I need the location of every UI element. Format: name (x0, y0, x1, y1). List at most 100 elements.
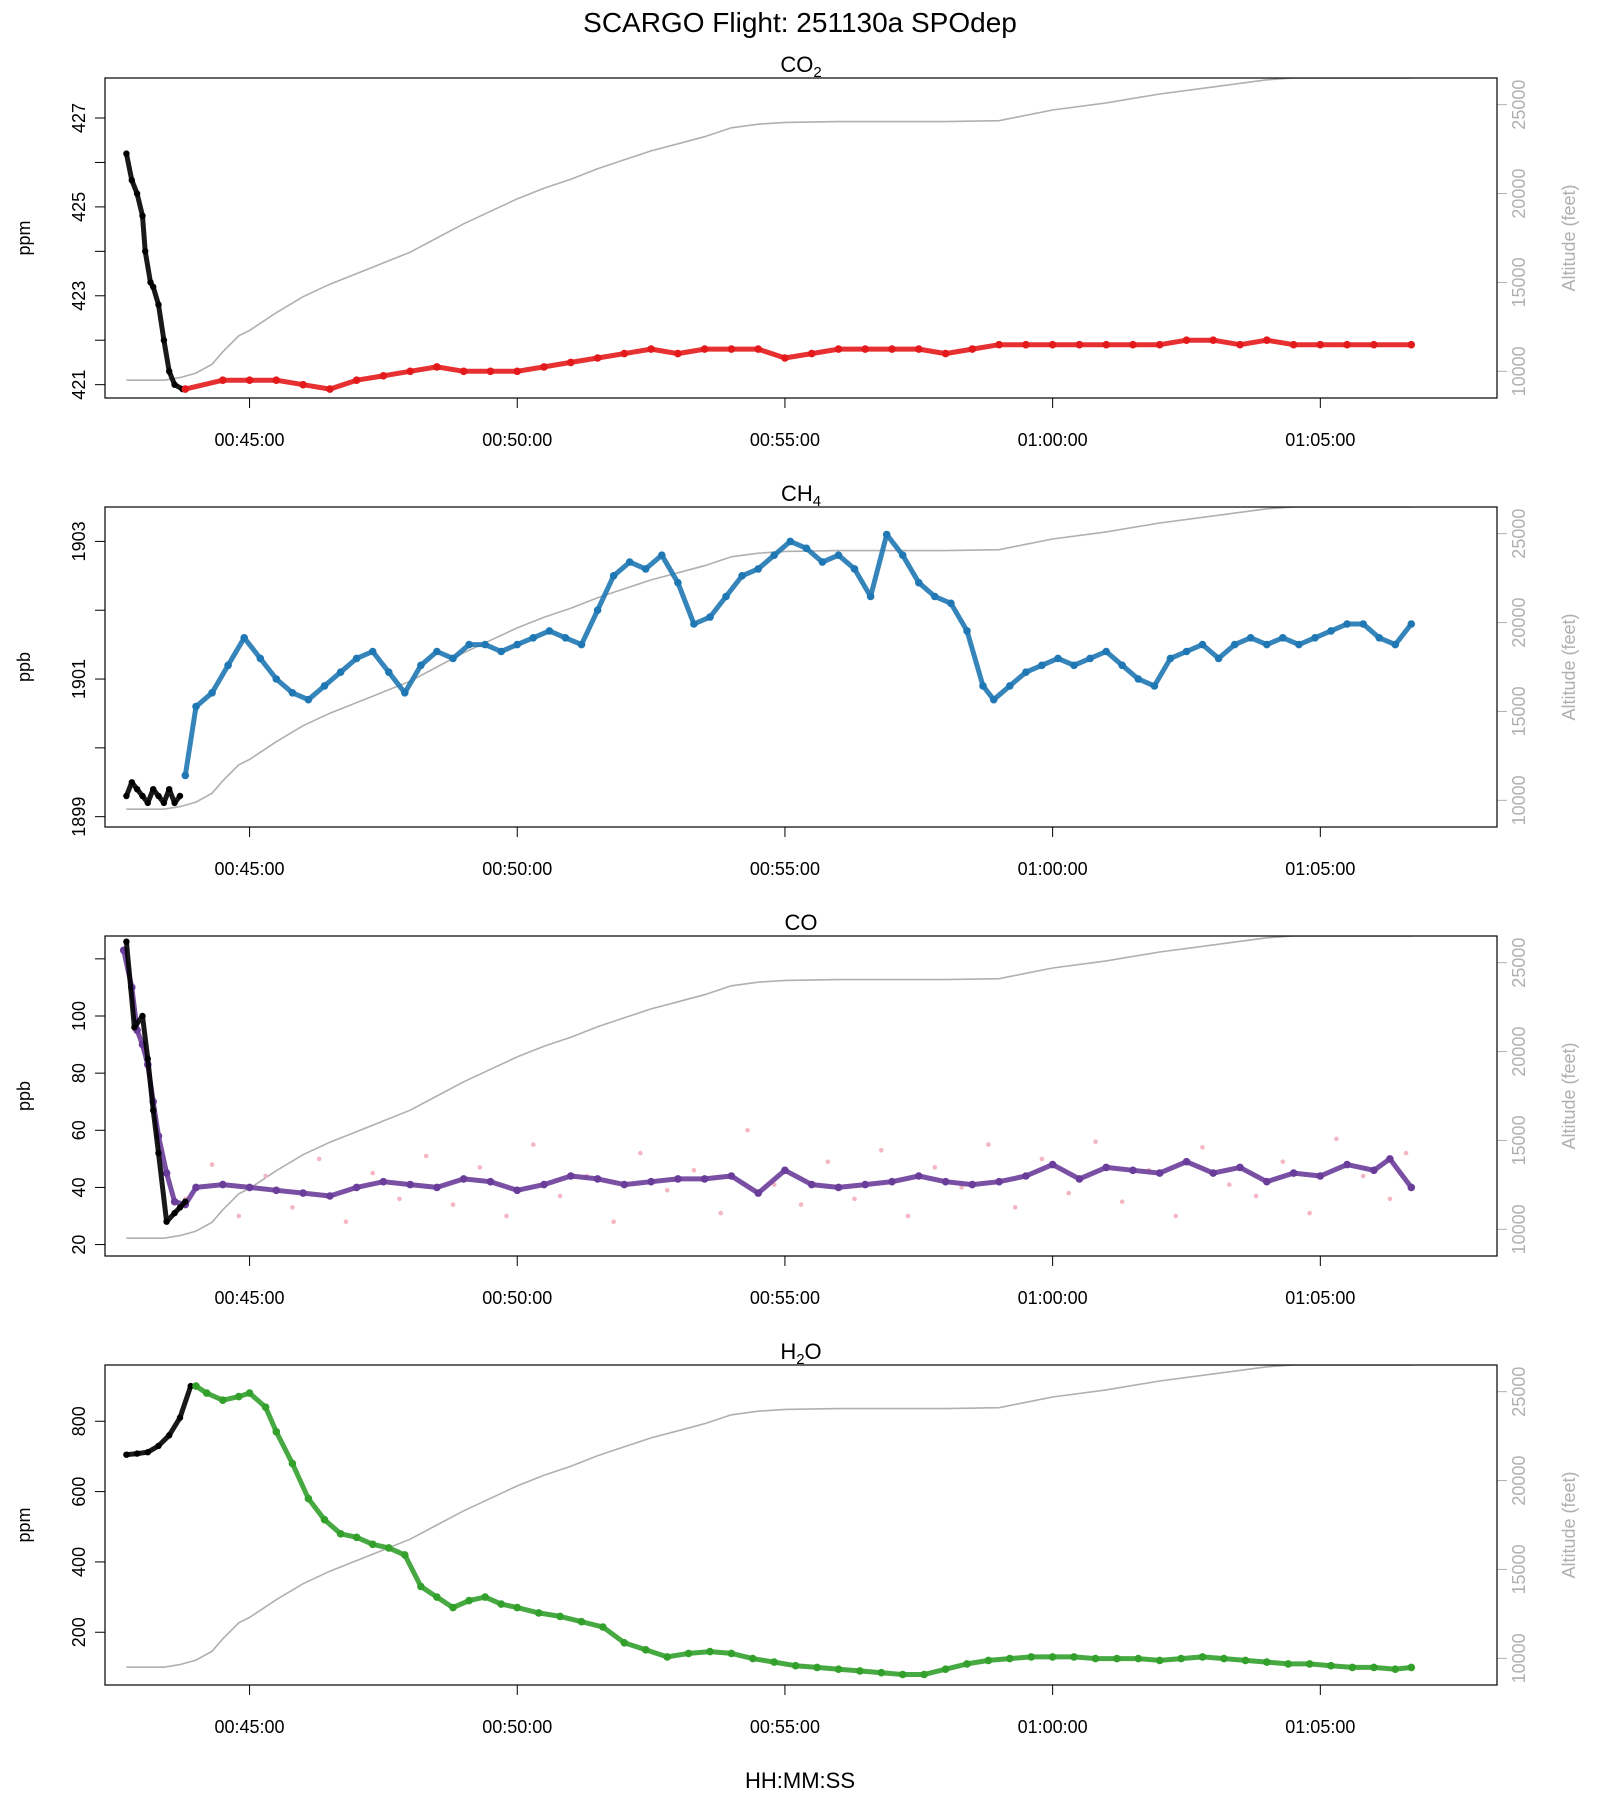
series-trail-ground (123, 151, 186, 392)
data-point-raw (664, 1188, 670, 1193)
panel-title-subscript: 2 (796, 1351, 804, 1368)
altitude-tick-label: 25000 (1509, 80, 1529, 130)
data-point-raw (343, 1219, 349, 1224)
altitude-tick-label: 25000 (1509, 938, 1529, 988)
panel-data (119, 936, 1416, 1239)
y-tick-label: 100 (69, 1001, 89, 1031)
data-point-raw (1173, 1213, 1179, 1219)
data-point-raw (825, 1159, 831, 1164)
altitude-axis-label: Altitude (feet) (1559, 613, 1579, 720)
panel-data (123, 507, 1416, 811)
y-tick-label: 60 (69, 1120, 89, 1140)
data-point-raw (209, 1162, 215, 1167)
data-point-raw (1403, 1150, 1409, 1156)
data-point-raw (557, 1193, 563, 1199)
altitude-tick-label: 20000 (1509, 598, 1529, 648)
x-tick-label: 00:55:00 (750, 430, 820, 450)
data-point-raw (1387, 1196, 1393, 1202)
altitude-line (126, 1365, 1412, 1668)
altitude-axis-label: Altitude (feet) (1559, 184, 1579, 291)
data-point-raw (879, 1148, 884, 1153)
y-tick-label: 423 (69, 281, 89, 311)
panel-3: CO 20 40 60 80 100 ppb 10000 15000 20000 25000 Alti… (14, 910, 1579, 1308)
y-tick-label: 80 (69, 1063, 89, 1083)
data-point-raw (531, 1142, 536, 1147)
series-trail-ground (123, 779, 183, 806)
data-point-raw (611, 1219, 616, 1224)
x-tick-label: 00:55:00 (750, 1717, 820, 1737)
y-axis-label: ppm (14, 220, 34, 255)
panel-title: H2O (780, 1339, 821, 1368)
data-point-raw (450, 1202, 456, 1207)
panel-title-main: H (780, 1339, 796, 1364)
x-tick-label: 00:50:00 (482, 1717, 552, 1737)
data-point-raw (1253, 1193, 1259, 1199)
panel-title: CO (785, 910, 818, 935)
altitude-tick-label: 10000 (1509, 346, 1529, 396)
data-point-raw (638, 1150, 643, 1156)
data-point-raw (1119, 1199, 1125, 1204)
data-point-raw (852, 1196, 857, 1202)
data-point-raw (504, 1213, 509, 1219)
panel-title-subscript: 2 (813, 64, 821, 81)
data-point-raw (1093, 1139, 1098, 1144)
y-tick-label: 20 (69, 1235, 89, 1255)
y-tick-label: 200 (69, 1617, 89, 1647)
data-point-raw (236, 1213, 242, 1219)
x-tick-label: 00:45:00 (215, 1288, 285, 1308)
data-point-raw (718, 1210, 723, 1216)
x-tick-label: 01:00:00 (1018, 859, 1088, 879)
y-tick-label: 800 (69, 1406, 89, 1436)
y-tick-label: 427 (69, 103, 89, 133)
altitude-tick-label: 15000 (1509, 1115, 1529, 1165)
series-trail-h2o (193, 1383, 1414, 1677)
x-tick-label: 01:00:00 (1018, 1288, 1088, 1308)
panel-title-tail: O (805, 1339, 822, 1364)
panel-data (123, 78, 1416, 393)
plot-frame (104, 935, 1498, 1257)
altitude-tick-label: 15000 (1509, 686, 1529, 736)
altitude-line (126, 78, 1412, 382)
data-point-raw (1227, 1182, 1232, 1187)
panel-title: CO2 (780, 52, 821, 81)
x-axis-label: HH:MM:SS (745, 1768, 855, 1793)
data-point-raw (745, 1128, 750, 1133)
x-tick-label: 00:50:00 (482, 430, 552, 450)
panel-title-main: CO (780, 52, 813, 77)
x-tick-label: 00:45:00 (215, 430, 285, 450)
y-axis-label: ppb (14, 1081, 34, 1111)
panel-title-subscript: 4 (813, 493, 821, 510)
data-point-raw (370, 1170, 376, 1176)
plot-frame (104, 77, 1498, 399)
x-tick-label: 01:05:00 (1285, 430, 1355, 450)
data-point-raw (423, 1153, 429, 1159)
x-tick-label: 01:00:00 (1018, 1717, 1088, 1737)
x-tick-label: 00:45:00 (215, 859, 285, 879)
series-trail-averaged (121, 947, 1414, 1208)
data-point-raw (477, 1165, 483, 1170)
altitude-tick-label: 20000 (1509, 169, 1529, 219)
panel-title-main: CH (781, 481, 813, 506)
altitude-tick-label: 10000 (1509, 775, 1529, 825)
altitude-tick-label: 20000 (1509, 1456, 1529, 1506)
data-point-raw (316, 1156, 322, 1162)
y-axis-label: ppm (14, 1507, 34, 1542)
x-tick-label: 01:00:00 (1018, 430, 1088, 450)
panel-title: CH4 (781, 481, 821, 510)
y-axis-label: ppb (14, 652, 34, 682)
y-tick-label: 40 (69, 1177, 89, 1197)
data-point-raw (1307, 1210, 1312, 1216)
altitude-tick-label: 25000 (1509, 509, 1529, 559)
data-point-raw (932, 1165, 938, 1170)
y-tick-label: 400 (69, 1547, 89, 1577)
x-tick-label: 00:50:00 (482, 1288, 552, 1308)
data-point-raw (905, 1213, 911, 1219)
panels: CO2421423425427ppm10000150002000025000Al… (14, 52, 1579, 1737)
data-point-raw (986, 1142, 991, 1147)
y-tick-label: 1899 (69, 797, 89, 837)
altitude-tick-label: 25000 (1509, 1367, 1529, 1417)
x-tick-label: 01:05:00 (1285, 1717, 1355, 1737)
plot-frame (104, 506, 1498, 828)
y-tick-label: 425 (69, 192, 89, 222)
